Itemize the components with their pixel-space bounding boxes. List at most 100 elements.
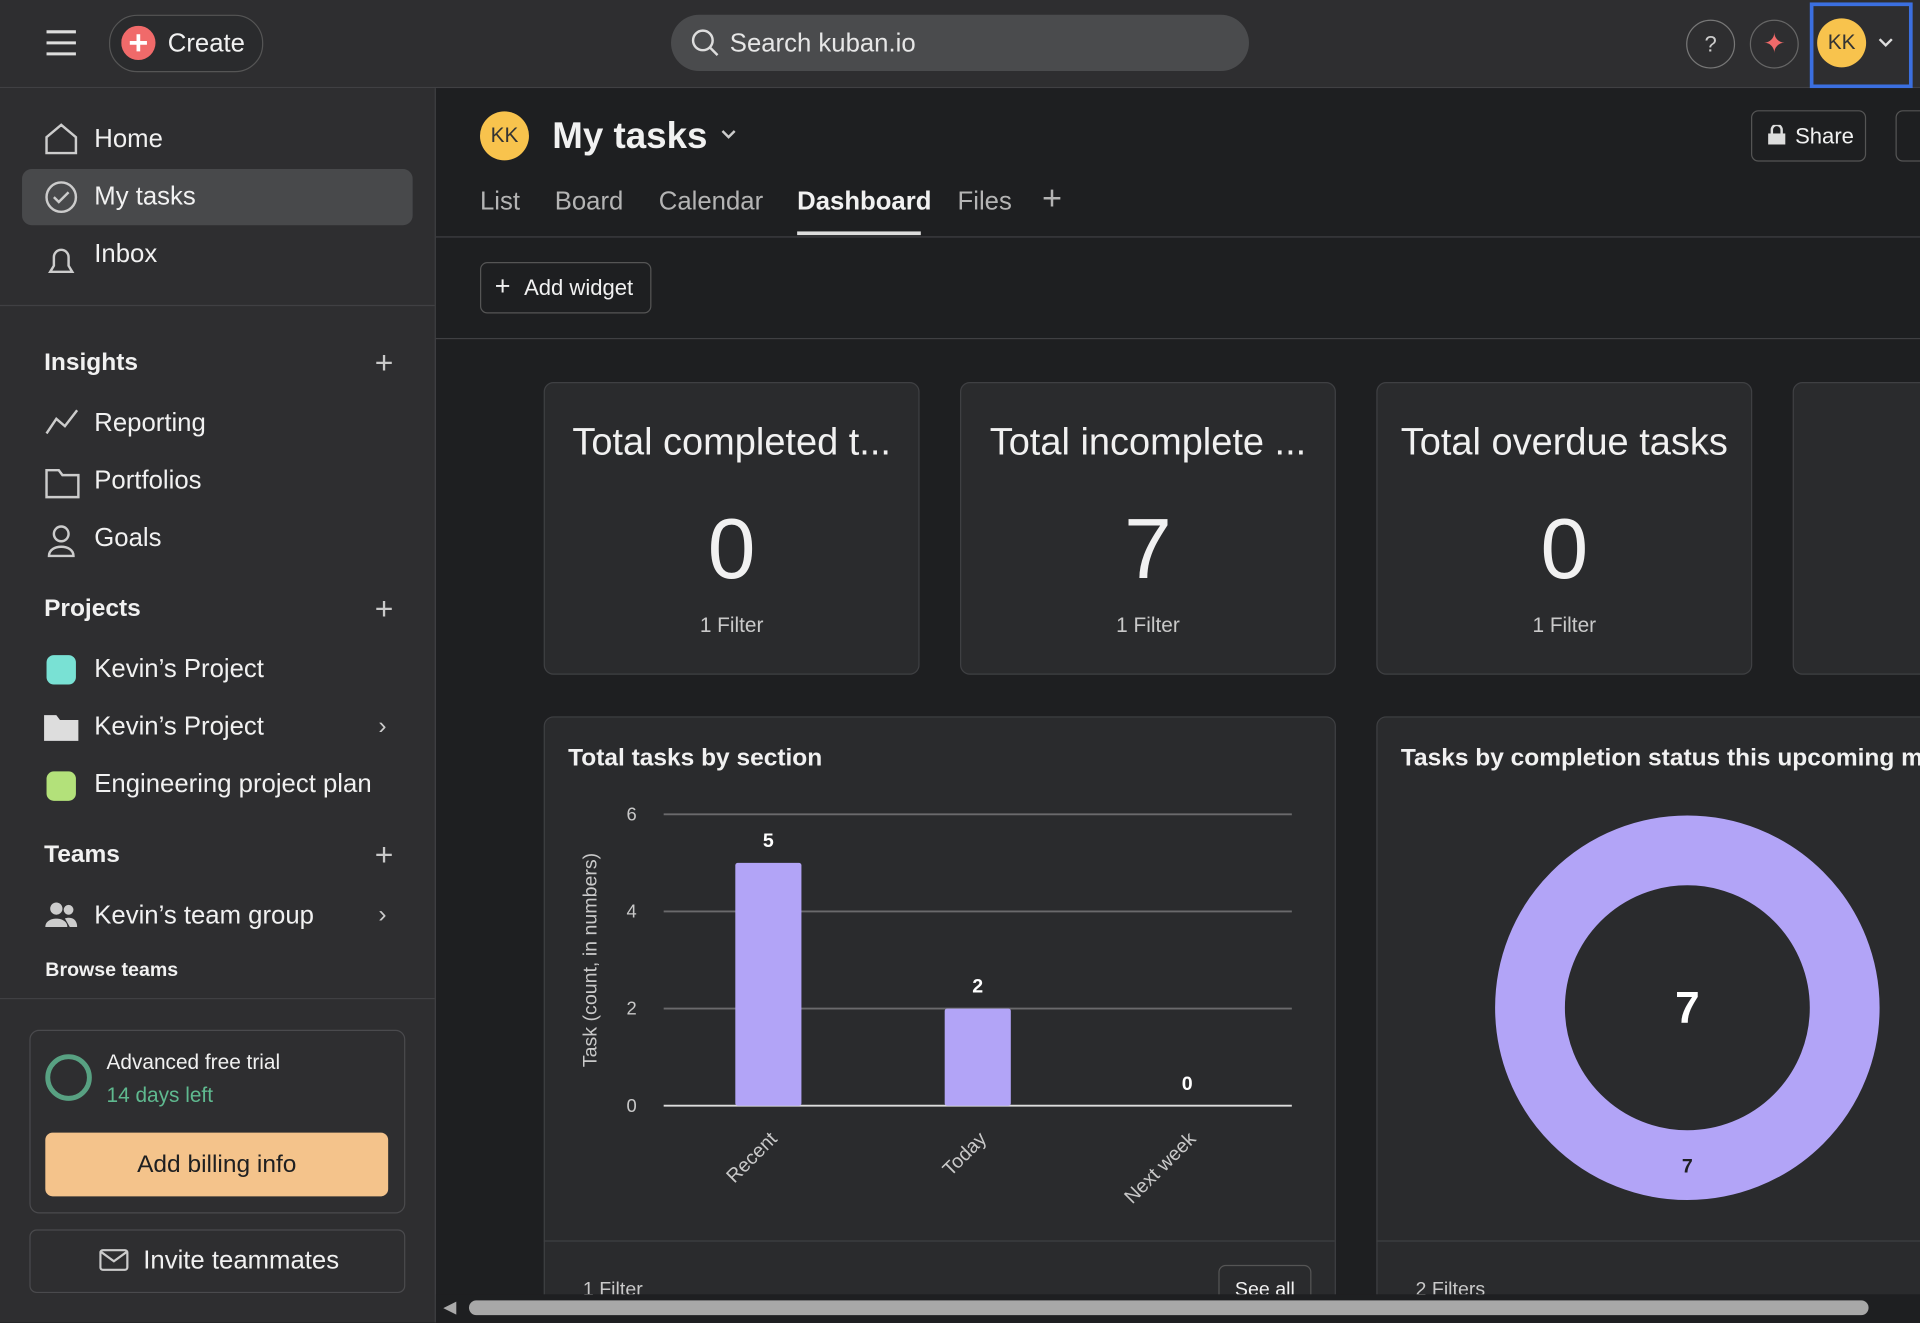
nav-item[interactable]: My tasks [94, 182, 196, 211]
card-value: 7 [1124, 500, 1172, 597]
stat-card[interactable]: Total overdue tasks 0 1 Filter [1376, 382, 1753, 675]
add-button[interactable]: + [374, 836, 394, 874]
y-tick-label: 2 [627, 998, 637, 1019]
team-item[interactable]: Kevin’s team group [94, 901, 314, 930]
avatar: KK [480, 111, 529, 161]
bar [735, 862, 802, 1106]
stat-card[interactable]: Total incomplete ... 7 1 Filter [960, 382, 1336, 675]
share-label: Share [1795, 123, 1854, 149]
ai-button[interactable]: ✦ [1749, 19, 1799, 69]
x-tick-label: Recent [722, 1128, 782, 1188]
chart-card [543, 716, 1336, 1323]
y-tick-label: 0 [627, 1095, 637, 1116]
x-tick-label: Next week [1120, 1128, 1200, 1208]
nav-icons [45, 123, 78, 274]
chart-title: Tasks by completion status this upcoming… [1400, 744, 1920, 772]
billing-button[interactable]: Add billing info [45, 1132, 389, 1197]
donut-segment [1495, 815, 1880, 1201]
card-filter[interactable]: 1 Filter [1116, 613, 1180, 637]
search-placeholder: Search kuban.io [729, 29, 916, 58]
active-nav-bg [22, 168, 413, 226]
plus-icon: + [494, 270, 511, 302]
y-tick-label: 6 [627, 803, 637, 824]
header [435, 88, 1920, 338]
scroll-left[interactable]: ◀ [443, 1296, 457, 1317]
card-value: 0 [707, 500, 756, 597]
divider [0, 304, 435, 307]
add-button[interactable]: + [374, 590, 394, 627]
insight-icons [45, 409, 80, 558]
data-label: 7 [1682, 1155, 1693, 1177]
team-icon [45, 902, 78, 927]
y-tick-label: 4 [627, 901, 637, 922]
scrollbar-thumb[interactable] [468, 1300, 1869, 1316]
divider [0, 997, 435, 1000]
divider [435, 337, 1920, 340]
data-label: 5 [763, 830, 774, 852]
nav-item[interactable]: Reporting [94, 408, 206, 438]
nav-item[interactable]: Goals [94, 524, 162, 553]
mail-icon [99, 1249, 129, 1271]
account-button[interactable] [1809, 2, 1913, 89]
divider [1376, 1240, 1920, 1242]
bar [944, 1008, 1011, 1106]
card-title: Total incomplete ... [989, 420, 1307, 463]
chart-title: Total tasks by section [568, 744, 823, 772]
tab[interactable]: Calendar [658, 187, 764, 216]
card-filter[interactable]: 1 Filter [1532, 613, 1597, 637]
invite-button[interactable] [29, 1229, 406, 1294]
add-tab[interactable]: + [1042, 178, 1063, 217]
section-title: Projects [44, 595, 141, 623]
trial-box [29, 1029, 406, 1214]
project-item[interactable]: Engineering project plan [94, 770, 372, 799]
folder-icon [44, 715, 79, 741]
trial-days: 14 days left [106, 1083, 214, 1107]
expand-icon[interactable]: › [378, 901, 387, 929]
card-title: Total completed t... [572, 420, 891, 463]
search-box[interactable] [671, 14, 1249, 72]
share-button[interactable] [1751, 110, 1867, 162]
trial-ring [45, 1054, 92, 1101]
card-filter[interactable]: 1 Filter [699, 613, 764, 637]
search-icon [691, 29, 719, 56]
nav-item[interactable]: Inbox [94, 240, 158, 269]
help-button[interactable]: ? [1686, 19, 1736, 69]
lock-icon [1768, 124, 1786, 145]
avatar: KK [1817, 18, 1867, 68]
sidebar [0, 88, 436, 1323]
tab[interactable]: Files [957, 187, 1012, 216]
project-color [46, 655, 76, 685]
customize-button[interactable] [1895, 110, 1920, 162]
tab[interactable]: Board [554, 187, 624, 216]
add-widget-label: Add widget [524, 275, 634, 301]
add-widget-button[interactable] [480, 262, 652, 314]
chevron [1878, 38, 1893, 48]
tab-active[interactable]: Dashboard [797, 187, 932, 216]
expand-icon[interactable]: › [378, 712, 387, 740]
card-title: Total overdue tasks [1400, 420, 1728, 463]
trial-title: Advanced free trial [106, 1050, 281, 1074]
stat-card[interactable] [1792, 382, 1920, 675]
divider [435, 236, 1920, 238]
page-title: My tasks [552, 116, 708, 157]
chevron[interactable] [720, 129, 737, 141]
y-axis-label: Task (count, in numbers) [579, 853, 601, 1067]
add-button[interactable]: + [374, 344, 394, 381]
menu-icon[interactable] [45, 29, 77, 56]
project-color [46, 771, 76, 801]
project-item[interactable]: Kevin’s Project [94, 712, 264, 741]
card-value: 0 [1540, 500, 1589, 597]
nav-item[interactable]: Home [94, 124, 163, 154]
nav-item[interactable]: Portfolios [94, 466, 202, 495]
browse-teams[interactable]: Browse teams [45, 960, 179, 981]
stat-card[interactable]: Total completed t... 0 1 Filter [543, 382, 920, 675]
data-label: 2 [972, 976, 983, 998]
invite-label: Invite teammates [143, 1246, 340, 1275]
donut-total: 7 [1675, 983, 1700, 1032]
x-tick-label: Today [939, 1128, 992, 1181]
tab[interactable]: List [480, 187, 521, 216]
project-item[interactable]: Kevin’s Project [94, 655, 264, 684]
